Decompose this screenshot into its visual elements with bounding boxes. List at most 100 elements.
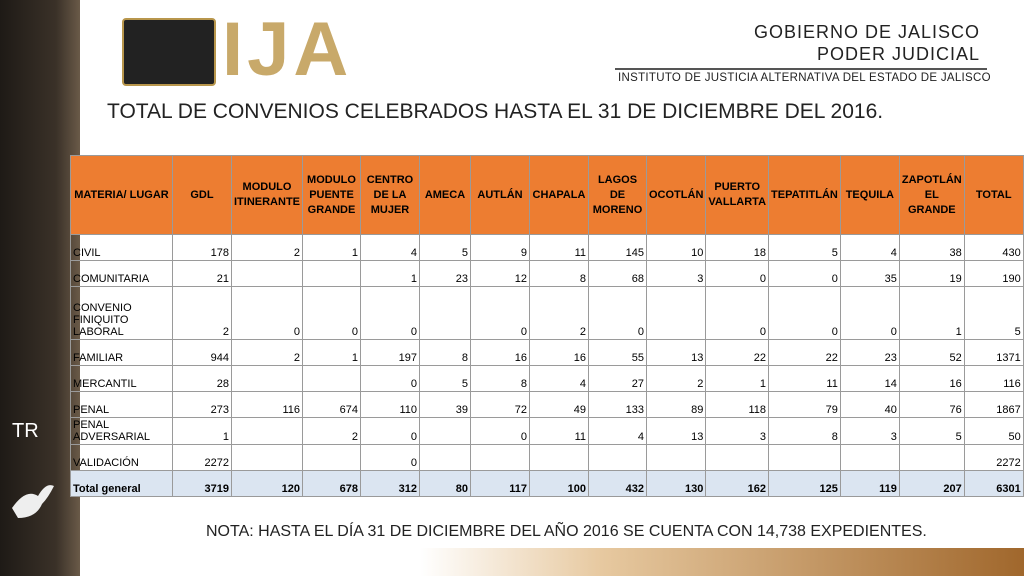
column-header: AMECA — [419, 155, 471, 235]
cell: 39 — [419, 391, 471, 418]
cell: 0 — [705, 286, 770, 340]
row-label: FAMILIAR — [70, 339, 173, 366]
cell: 8 — [470, 365, 530, 392]
cell: 0 — [588, 286, 647, 340]
cell — [645, 286, 707, 340]
cell: 0 — [768, 260, 841, 287]
cell: 5 — [898, 417, 965, 445]
cell: 0 — [360, 444, 420, 471]
cell: 4 — [839, 234, 900, 261]
cell — [705, 444, 770, 471]
cell: 117 — [470, 470, 530, 497]
cell: 28 — [172, 365, 232, 392]
note: NOTA: HASTA EL DÍA 31 DE DICIEMBRE DEL A… — [206, 523, 927, 540]
cell: 4 — [529, 365, 589, 392]
cell: 11 — [529, 234, 589, 261]
cell: 5 — [419, 234, 471, 261]
cell — [302, 260, 361, 287]
cell: 22 — [705, 339, 770, 366]
row: VALIDACIÓN 2272 0 2272 — [70, 444, 1024, 471]
cell — [419, 286, 471, 340]
column-header: CENTRO DE LA MUJER — [360, 155, 420, 235]
row-label: Total general — [70, 470, 173, 497]
cell: 3 — [645, 260, 707, 287]
cell — [419, 444, 471, 471]
cell — [302, 365, 361, 392]
cell: 5 — [768, 234, 841, 261]
cell: 8 — [419, 339, 471, 366]
column-header: OCOTLÁN — [645, 155, 707, 235]
dove-icon — [12, 485, 54, 518]
cell: 13 — [645, 339, 707, 366]
cell: 16 — [529, 339, 589, 366]
cell: 79 — [768, 391, 841, 418]
row: FAMILIAR 944 2 1 197 8 16 16 55 13 22 22 23 52 1371 — [70, 339, 1024, 366]
cell: 55 — [588, 339, 647, 366]
cell — [588, 444, 647, 471]
cell: 100 — [529, 470, 589, 497]
cell — [231, 444, 303, 471]
row: CIVIL 178 2 1 4 5 9 11 145 10 18 5 4 38 430 — [70, 234, 1024, 261]
cell: 432 — [588, 470, 647, 497]
cell: 80 — [419, 470, 471, 497]
cell: 944 — [172, 339, 232, 366]
row: PENAL ADVERSARIAL 1 2 0 0 11 4 13 3 8 3 5 50 — [70, 417, 1024, 445]
cell — [645, 444, 707, 471]
cell: 2 — [302, 417, 361, 445]
cell: 11 — [529, 417, 589, 445]
cell — [470, 444, 530, 471]
cell: 1 — [302, 234, 361, 261]
cell: 190 — [963, 260, 1024, 287]
column-header: AUTLÁN — [470, 155, 530, 235]
institute-text: INSTITUTO DE JUSTICIA ALTERNATIVA DEL ES… — [618, 72, 991, 84]
cell: 8 — [529, 260, 589, 287]
row: Total general 3719 120 678 312 80 117 100 432 130… — [70, 470, 1024, 497]
cell: 0 — [360, 286, 420, 340]
cell: 133 — [588, 391, 647, 418]
cell: 23 — [419, 260, 471, 287]
cell: 116 — [231, 391, 303, 418]
cell: 18 — [705, 234, 770, 261]
row-label: MERCANTIL — [70, 365, 173, 392]
cell — [302, 444, 361, 471]
cell: 50 — [963, 417, 1024, 445]
column-header: CHAPALA — [529, 155, 589, 235]
row-label: CIVIL — [70, 234, 173, 261]
column-header: ZAPOTLÁN EL GRANDE — [898, 155, 965, 235]
cell: 3 — [839, 417, 900, 445]
logo-map — [122, 18, 216, 86]
cell — [231, 260, 303, 287]
row: CONVENIO FINIQUITO LABORAL 2 0 0 0 0 2 0 0 0 0 1 5 — [70, 286, 1024, 340]
cell: 116 — [963, 365, 1024, 392]
cell: 13 — [645, 417, 707, 445]
cell — [419, 417, 471, 445]
cell: 1 — [172, 417, 232, 445]
cell: 119 — [839, 470, 900, 497]
rule — [615, 68, 987, 70]
cell: 118 — [705, 391, 770, 418]
cell: 19 — [898, 260, 965, 287]
cell: 1 — [360, 260, 420, 287]
row-label: VALIDACIÓN — [70, 444, 173, 471]
cell: 16 — [470, 339, 530, 366]
gov-text: GOBIERNO DE JALISCO — [753, 22, 980, 42]
cell: 197 — [360, 339, 420, 366]
cell: 2 — [231, 234, 303, 261]
cell: 178 — [172, 234, 232, 261]
cell — [529, 444, 589, 471]
cell: 120 — [231, 470, 303, 497]
cell: 2272 — [963, 444, 1024, 471]
cell: 14 — [839, 365, 900, 392]
cell: 35 — [839, 260, 900, 287]
cell: 49 — [529, 391, 589, 418]
cell: 130 — [645, 470, 707, 497]
cell: 1 — [302, 339, 361, 366]
logo-text: IJA — [222, 7, 353, 92]
cell: 38 — [898, 234, 965, 261]
cell: 207 — [898, 470, 965, 497]
row-label: PENAL ADVERSARIAL — [70, 417, 173, 445]
cell: 273 — [172, 391, 232, 418]
cell: 6301 — [963, 470, 1024, 497]
cell: 10 — [645, 234, 707, 261]
cell: 21 — [172, 260, 232, 287]
